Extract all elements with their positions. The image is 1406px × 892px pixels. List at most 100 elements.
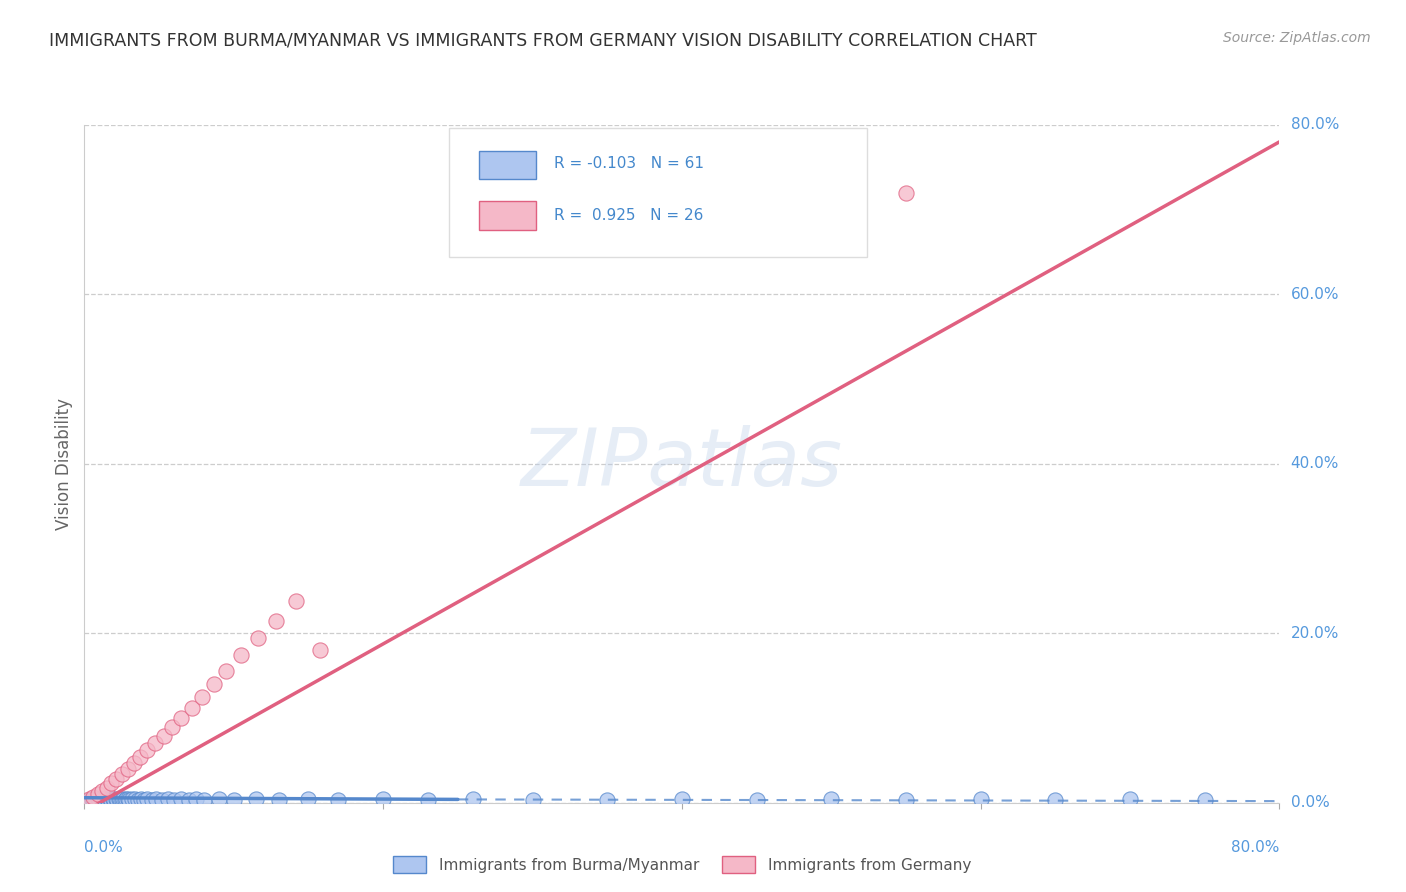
Point bbox=[177, 793, 200, 807]
Point bbox=[193, 793, 215, 807]
Point bbox=[118, 793, 141, 807]
Point bbox=[112, 792, 135, 806]
Point bbox=[245, 792, 267, 806]
Point bbox=[894, 186, 917, 200]
Point bbox=[163, 793, 186, 807]
Legend: Immigrants from Burma/Myanmar, Immigrants from Germany: Immigrants from Burma/Myanmar, Immigrant… bbox=[392, 856, 972, 873]
Point bbox=[186, 792, 208, 806]
Text: 20.0%: 20.0% bbox=[1291, 626, 1339, 640]
Point bbox=[105, 793, 128, 807]
Point bbox=[128, 750, 150, 764]
Point bbox=[371, 792, 394, 806]
Point bbox=[101, 792, 124, 806]
Point bbox=[82, 793, 104, 807]
Point bbox=[80, 792, 103, 806]
Point bbox=[215, 664, 238, 678]
Point bbox=[309, 643, 332, 657]
Point bbox=[115, 792, 138, 806]
Point bbox=[264, 614, 287, 628]
Point bbox=[191, 690, 214, 704]
Point bbox=[90, 792, 112, 806]
Point bbox=[104, 792, 127, 806]
Point bbox=[136, 743, 159, 757]
Text: 80.0%: 80.0% bbox=[1291, 118, 1339, 132]
Text: 60.0%: 60.0% bbox=[1291, 287, 1339, 301]
Point bbox=[93, 792, 115, 806]
Point bbox=[129, 792, 152, 806]
Y-axis label: Vision Disability: Vision Disability bbox=[55, 398, 73, 530]
Point bbox=[91, 793, 114, 807]
Point bbox=[231, 648, 253, 663]
Point bbox=[180, 701, 202, 715]
Point bbox=[170, 711, 193, 725]
Text: ZIPatlas: ZIPatlas bbox=[520, 425, 844, 503]
Point bbox=[132, 793, 156, 807]
Point bbox=[157, 792, 180, 806]
Point bbox=[117, 762, 139, 776]
Point bbox=[416, 793, 439, 807]
Point bbox=[77, 793, 100, 807]
Point bbox=[111, 767, 134, 781]
Point bbox=[94, 793, 117, 807]
Point bbox=[100, 776, 122, 790]
Point bbox=[297, 792, 319, 806]
Point bbox=[96, 780, 118, 795]
Point bbox=[127, 793, 149, 807]
Point bbox=[87, 792, 110, 806]
Point bbox=[143, 737, 166, 751]
Bar bbox=[478, 202, 536, 230]
Point bbox=[111, 793, 134, 807]
Point bbox=[107, 792, 129, 806]
Text: 40.0%: 40.0% bbox=[1291, 457, 1339, 471]
Point bbox=[122, 756, 145, 770]
Text: R =  0.925   N = 26: R = 0.925 N = 26 bbox=[554, 208, 703, 222]
Point bbox=[150, 793, 173, 807]
FancyBboxPatch shape bbox=[449, 128, 868, 257]
Text: R = -0.103   N = 61: R = -0.103 N = 61 bbox=[554, 156, 704, 171]
Point bbox=[103, 793, 125, 807]
Point bbox=[145, 792, 167, 806]
Point bbox=[162, 720, 184, 734]
Point bbox=[970, 792, 993, 806]
Point bbox=[285, 594, 308, 608]
Point bbox=[745, 793, 768, 807]
Point bbox=[82, 789, 104, 804]
Text: 80.0%: 80.0% bbox=[1232, 840, 1279, 855]
Point bbox=[114, 793, 136, 807]
Point bbox=[267, 793, 290, 807]
Point bbox=[98, 792, 121, 806]
Point bbox=[96, 792, 118, 806]
Point bbox=[89, 793, 111, 807]
Point bbox=[328, 793, 350, 807]
Point bbox=[77, 792, 100, 806]
Text: 0.0%: 0.0% bbox=[84, 840, 124, 855]
Point bbox=[152, 729, 174, 743]
Point bbox=[117, 791, 139, 805]
Point bbox=[202, 677, 225, 691]
Point bbox=[671, 792, 693, 806]
Point bbox=[136, 791, 159, 805]
Point bbox=[208, 792, 231, 806]
Point bbox=[97, 793, 120, 807]
Text: IMMIGRANTS FROM BURMA/MYANMAR VS IMMIGRANTS FROM GERMANY VISION DISABILITY CORRE: IMMIGRANTS FROM BURMA/MYANMAR VS IMMIGRA… bbox=[49, 31, 1038, 49]
Point bbox=[1119, 792, 1142, 806]
Point bbox=[894, 793, 917, 807]
Text: Source: ZipAtlas.com: Source: ZipAtlas.com bbox=[1223, 31, 1371, 45]
Point bbox=[170, 792, 193, 806]
Point bbox=[1045, 793, 1067, 807]
Point bbox=[820, 792, 842, 806]
Point bbox=[124, 791, 146, 805]
Point bbox=[522, 793, 544, 807]
Point bbox=[110, 791, 132, 805]
Point bbox=[461, 792, 484, 806]
Point bbox=[246, 632, 269, 646]
Point bbox=[1194, 793, 1216, 807]
Point bbox=[222, 793, 245, 807]
Point bbox=[104, 772, 127, 786]
Point bbox=[87, 788, 110, 801]
Point bbox=[100, 793, 122, 807]
Point bbox=[121, 792, 143, 806]
Point bbox=[141, 793, 163, 807]
Bar bbox=[478, 151, 536, 179]
Point bbox=[596, 793, 619, 807]
